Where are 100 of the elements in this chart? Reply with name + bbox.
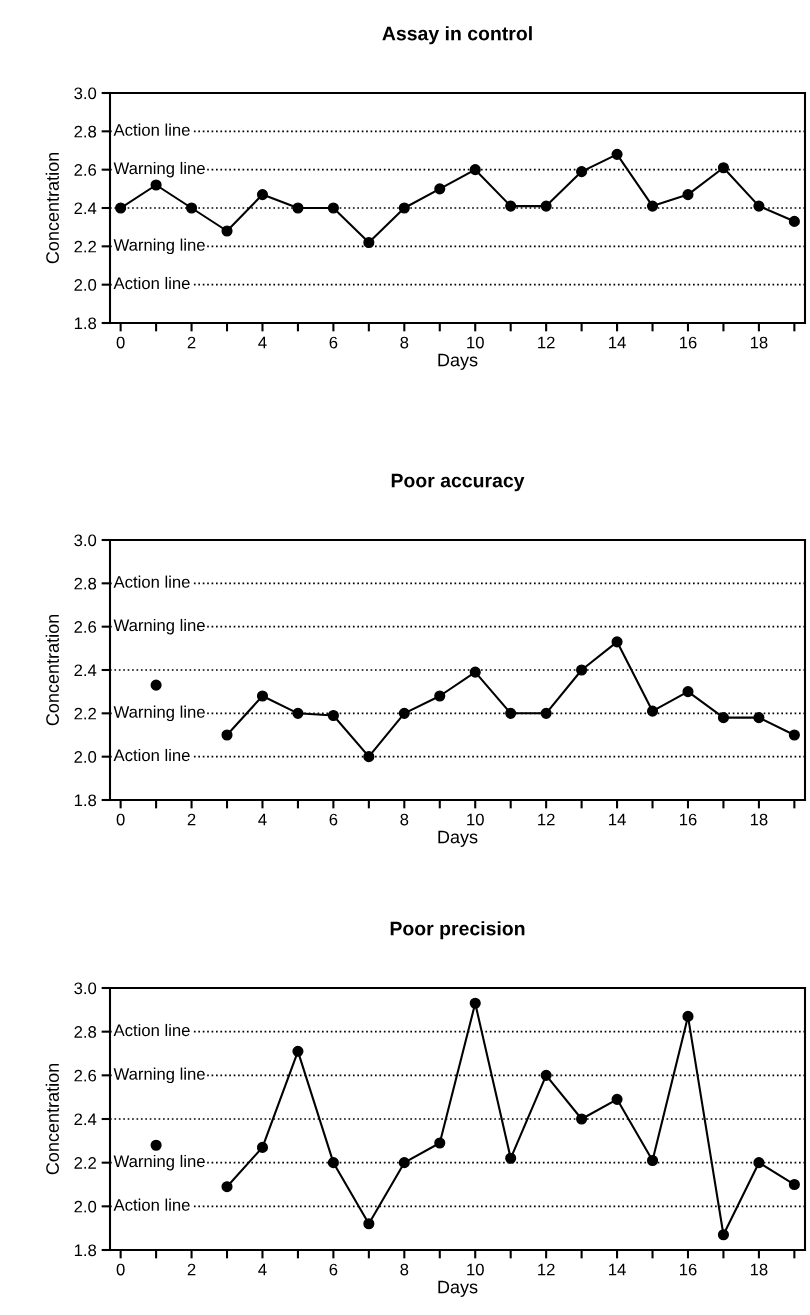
point: [540, 1069, 552, 1081]
x-tick-label: 0: [116, 1263, 125, 1276]
y-tick-label: 2.2: [74, 240, 96, 253]
x-tick-label: 10: [467, 1263, 484, 1276]
point: [682, 686, 694, 698]
y-tick-label: 2.4: [74, 202, 97, 215]
point: [434, 690, 446, 702]
y-tick-label: 3.0: [74, 534, 97, 547]
point: [292, 202, 304, 214]
point: [646, 200, 659, 212]
x-tick-label: 16: [679, 813, 697, 826]
y-tick-label: 2.4: [74, 1113, 97, 1126]
point: [185, 202, 198, 214]
y-tick-label: 1.8: [74, 794, 97, 807]
y-tick-label: 2.0: [74, 279, 97, 291]
point: [753, 1157, 765, 1169]
point: [717, 1229, 730, 1241]
point: [434, 183, 446, 195]
x-tick-label: 4: [258, 813, 267, 826]
point: [717, 712, 730, 724]
point: [717, 162, 730, 174]
y-tick-label: 2.0: [74, 751, 97, 763]
x-tick-label: 10: [467, 336, 484, 349]
ref-line-label: Warning line: [113, 618, 205, 635]
x-tick-label: 4: [258, 1263, 267, 1276]
x-axis-title: Days: [438, 353, 478, 370]
ref-line-label: Warning line: [113, 238, 205, 255]
x-tick-label: 10: [467, 813, 484, 826]
point: [115, 202, 127, 214]
point: [398, 1157, 410, 1169]
point: [505, 707, 517, 719]
x-tick-label: 16: [679, 336, 697, 349]
point: [646, 1154, 659, 1167]
point: [256, 189, 269, 201]
x-tick-label: 6: [329, 1263, 338, 1276]
x-tick-label: 14: [609, 1263, 626, 1276]
y-tick-label: 2.6: [74, 1069, 97, 1082]
point: [505, 1152, 517, 1164]
point: [292, 1045, 304, 1057]
x-axis-title: Days: [438, 1280, 478, 1297]
x-tick-label: 16: [679, 1263, 697, 1276]
point: [469, 666, 481, 678]
point: [150, 1139, 162, 1151]
ref-line-label: Action line: [113, 1198, 190, 1211]
point: [327, 1157, 339, 1169]
point: [221, 729, 233, 741]
x-tick-label: 12: [538, 336, 555, 349]
ref-line-label: Warning line: [113, 1067, 205, 1084]
point: [434, 1137, 446, 1149]
x-tick-label: 4: [258, 336, 267, 349]
point: [540, 707, 552, 719]
x-tick-label: 18: [750, 336, 768, 349]
ref-line-label: Warning line: [113, 705, 205, 722]
x-tick-label: 8: [400, 813, 409, 826]
point: [327, 709, 339, 722]
chart-title: Poor precision: [390, 921, 525, 940]
point: [576, 166, 588, 178]
point: [788, 215, 800, 227]
y-tick-label: 2.2: [74, 707, 96, 720]
ref-line-label: Action line: [113, 276, 190, 290]
ref-line-label: Action line: [113, 575, 190, 588]
x-tick-label: 2: [187, 1263, 196, 1276]
point: [398, 707, 410, 719]
point: [753, 712, 765, 724]
x-tick-label: 18: [750, 813, 768, 826]
y-axis-title: Concentration: [45, 1063, 59, 1175]
y-tick-label: 2.6: [74, 621, 97, 633]
x-tick-label: 0: [116, 336, 125, 349]
y-tick-label: 1.8: [74, 1244, 97, 1257]
y-tick-label: 3.0: [74, 87, 97, 100]
y-tick-label: 2.8: [74, 1026, 97, 1038]
y-tick-label: 2.4: [74, 664, 97, 677]
ref-line-label: Action line: [113, 1023, 190, 1037]
point: [505, 200, 517, 212]
point: [576, 1113, 588, 1125]
chart-title: Assay in control: [382, 26, 532, 45]
point: [256, 1141, 269, 1153]
chart-title: Poor accuracy: [391, 473, 525, 492]
y-tick-label: 2.0: [74, 1200, 97, 1213]
point: [788, 1178, 800, 1191]
point: [682, 1010, 694, 1022]
point: [646, 705, 659, 717]
x-tick-label: 2: [187, 813, 196, 826]
y-tick-label: 1.8: [74, 317, 97, 330]
point: [682, 189, 694, 201]
x-tick-label: 18: [750, 1263, 768, 1276]
ref-line-label: Action line: [113, 123, 190, 136]
ref-line-label: Action line: [113, 748, 190, 762]
point: [398, 202, 410, 214]
point: [150, 679, 162, 691]
x-tick-label: 8: [400, 336, 409, 349]
x-tick-label: 8: [400, 1263, 409, 1276]
y-tick-label: 2.6: [74, 164, 97, 176]
point: [363, 751, 375, 763]
x-tick-label: 6: [329, 813, 338, 826]
point: [753, 200, 765, 212]
point: [611, 636, 623, 648]
ref-line-label: Warning line: [113, 1154, 205, 1171]
y-tick-label: 2.8: [74, 577, 97, 590]
y-tick-label: 2.2: [74, 1157, 96, 1169]
